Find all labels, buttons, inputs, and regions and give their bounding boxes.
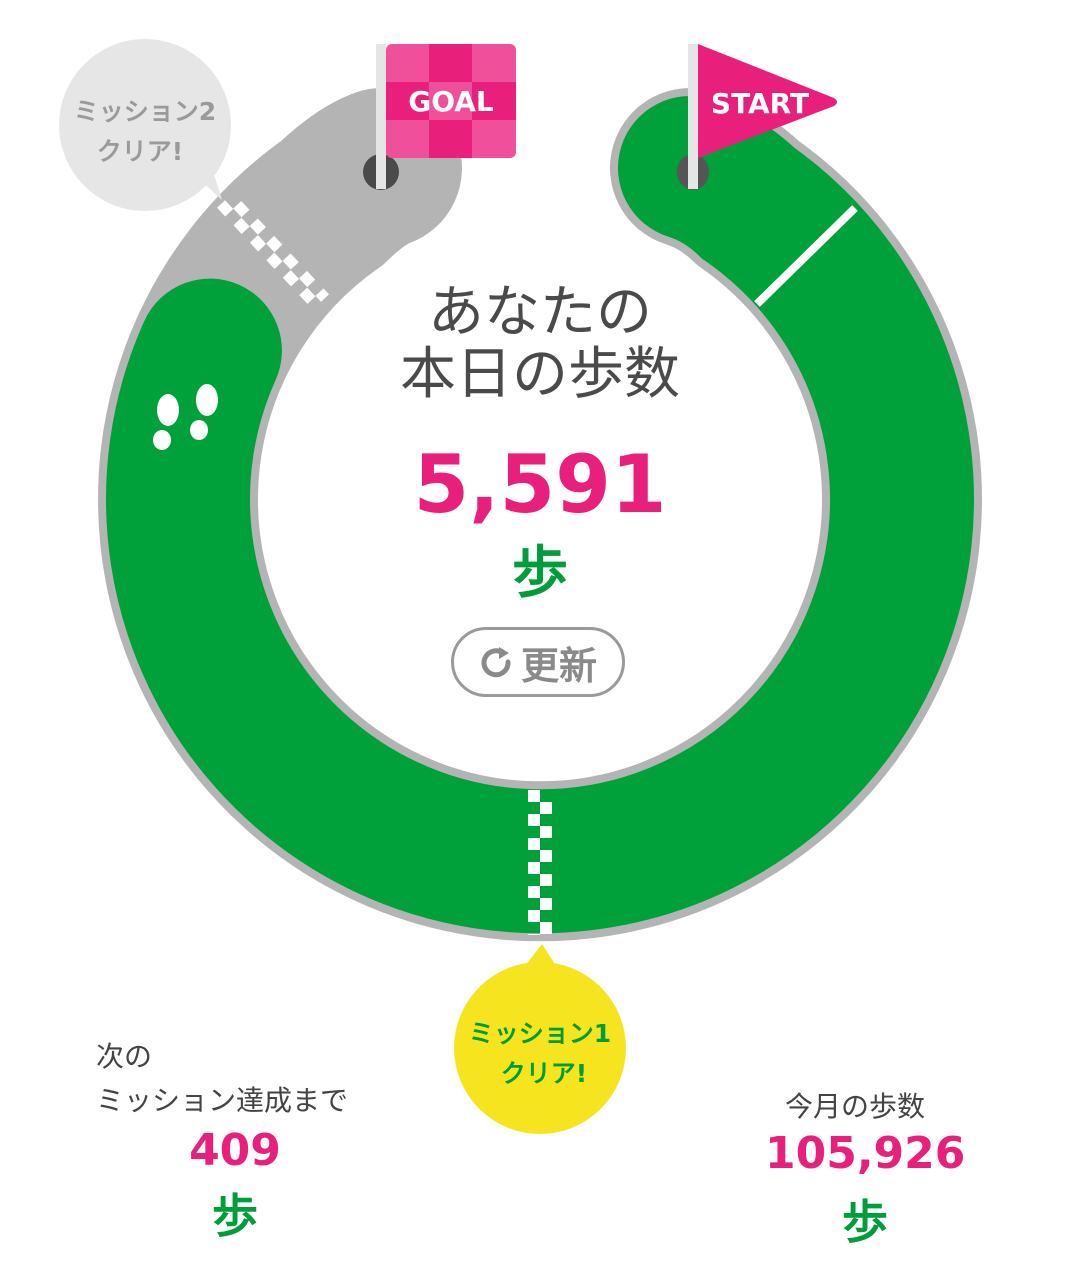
mission1-text-2: クリア!	[501, 1059, 587, 1088]
mission1-bubble: ミッション1 クリア!	[454, 944, 626, 1134]
next-mission-label-1: 次の	[96, 1040, 153, 1073]
today-steps-unit: 歩	[512, 541, 568, 606]
next-mission-steps: 409	[189, 1125, 281, 1176]
refresh-icon	[481, 647, 511, 678]
goal-label: GOAL	[408, 85, 494, 118]
today-steps: 5,591	[413, 438, 667, 531]
mission2-bubble: ミッション2 クリア!	[59, 39, 231, 211]
footprints-icon	[153, 384, 218, 450]
mission2-text-1: ミッション2	[74, 97, 216, 126]
start-label: START	[711, 87, 809, 120]
next-mission-label-2: ミッション達成まで	[96, 1084, 349, 1117]
next-mission-label: 次の ミッション達成まで	[96, 1035, 348, 1123]
monthly-steps: 105,926	[765, 1128, 966, 1179]
mission1-checker-line	[528, 790, 552, 935]
title-line-2: 本日の歩数	[400, 342, 680, 407]
refresh-label: 更新	[520, 643, 597, 688]
mission2-text-2: クリア!	[97, 137, 183, 166]
page-title: あなたの 本日の歩数	[340, 282, 740, 406]
title-line-1: あなたの	[428, 280, 652, 345]
monthly-steps-label: 今月の歩数	[784, 1090, 925, 1123]
start-line	[754, 205, 858, 307]
goal-flag-icon	[363, 44, 516, 190]
start-flag-icon	[677, 44, 837, 190]
mission1-text-1: ミッション1	[469, 1019, 611, 1048]
mission2-checker-line	[216, 192, 330, 310]
next-mission-unit: 歩	[212, 1189, 258, 1243]
monthly-steps-unit: 歩	[842, 1195, 888, 1249]
refresh-button[interactable]: 更新	[451, 627, 625, 697]
